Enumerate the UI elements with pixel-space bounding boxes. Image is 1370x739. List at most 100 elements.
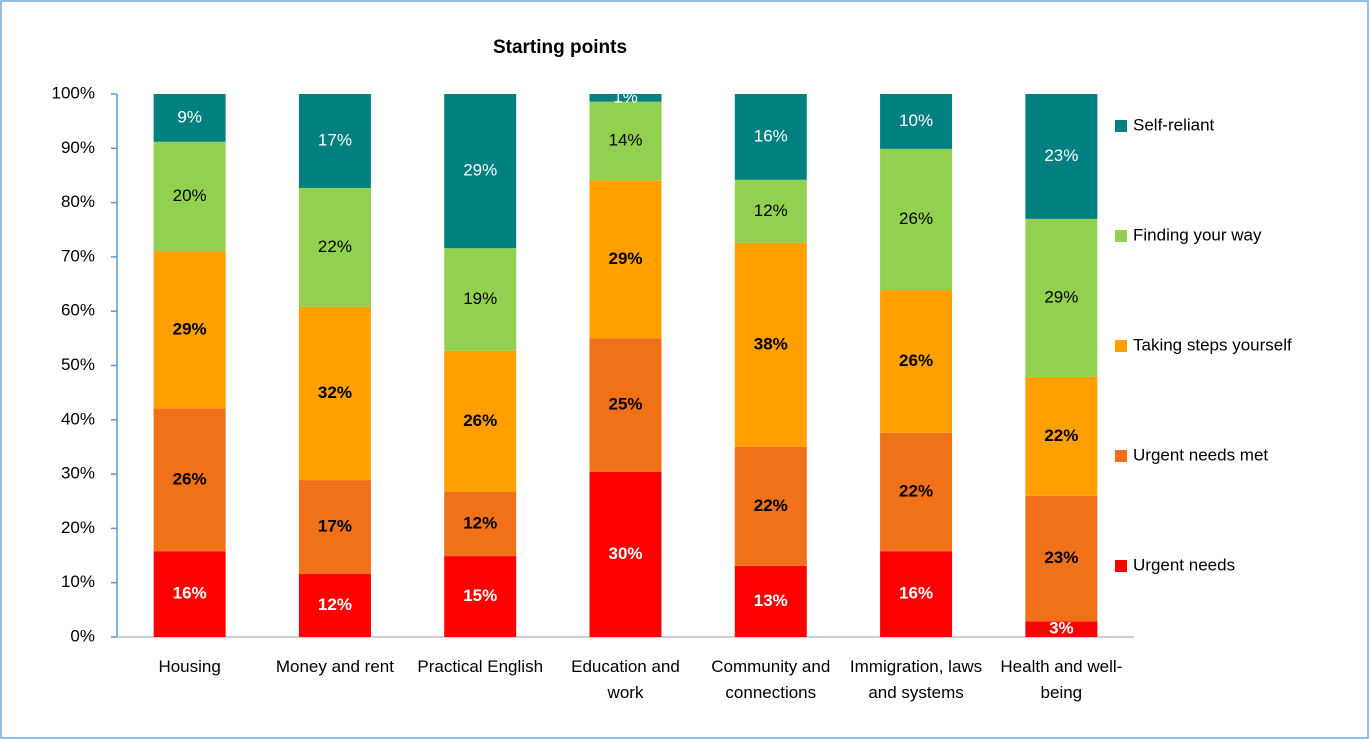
bar-segment bbox=[444, 492, 517, 557]
bar-segment bbox=[880, 432, 953, 552]
y-tick-label: 70% bbox=[61, 246, 95, 265]
data-label: 25% bbox=[608, 395, 642, 414]
data-label: 22% bbox=[318, 237, 352, 256]
y-tick-label: 0% bbox=[70, 626, 95, 645]
data-label: 17% bbox=[318, 517, 352, 536]
bar-segment bbox=[153, 141, 226, 252]
x-tick-label: Immigration, laws and systems bbox=[849, 657, 983, 702]
data-label: 20% bbox=[173, 186, 207, 205]
bar-segment bbox=[153, 551, 226, 637]
bar-segment bbox=[734, 242, 807, 447]
bar-segment bbox=[880, 551, 953, 637]
data-label: 23% bbox=[1044, 146, 1078, 165]
legend-swatch bbox=[1115, 120, 1127, 132]
bar-segment bbox=[444, 350, 517, 493]
bar-segment bbox=[444, 94, 517, 249]
data-label: 9% bbox=[177, 107, 202, 126]
y-tick-label: 100% bbox=[52, 83, 95, 102]
x-tick-label: Housing bbox=[158, 657, 221, 676]
data-label: 23% bbox=[1044, 548, 1078, 567]
data-label: 26% bbox=[899, 351, 933, 370]
bar-segment bbox=[589, 471, 662, 637]
data-label: 22% bbox=[899, 482, 933, 501]
data-label: 26% bbox=[463, 411, 497, 430]
legend-label: Urgent needs met bbox=[1133, 445, 1268, 464]
data-label: 10% bbox=[899, 111, 933, 130]
data-label: 12% bbox=[463, 514, 497, 533]
bar-segment bbox=[1025, 621, 1098, 637]
bar-segment bbox=[589, 101, 662, 181]
bar-segment bbox=[734, 565, 807, 637]
data-label: 38% bbox=[754, 334, 788, 353]
bar-segment bbox=[298, 480, 371, 575]
data-label: 16% bbox=[173, 584, 207, 603]
data-label: 30% bbox=[608, 544, 642, 563]
bar-segment bbox=[1025, 94, 1098, 219]
y-tick-label: 40% bbox=[61, 409, 95, 428]
bar-segment bbox=[298, 187, 371, 307]
data-label: 26% bbox=[173, 469, 207, 488]
data-label: 14% bbox=[608, 130, 642, 149]
y-tick-label: 10% bbox=[61, 572, 95, 591]
legend-label: Self-reliant bbox=[1133, 115, 1215, 134]
bar-segment bbox=[589, 338, 662, 472]
y-tick-label: 50% bbox=[61, 355, 95, 374]
legend-swatch bbox=[1115, 230, 1127, 242]
data-label: 1% bbox=[613, 87, 638, 106]
bar-segment bbox=[880, 148, 953, 291]
y-tick-label: 80% bbox=[61, 192, 95, 211]
data-label: 17% bbox=[318, 130, 352, 149]
data-label: 29% bbox=[173, 319, 207, 338]
y-tick-label: 30% bbox=[61, 464, 95, 483]
y-tick-label: 60% bbox=[61, 301, 95, 320]
data-label: 22% bbox=[1044, 426, 1078, 445]
legend-label: Urgent needs bbox=[1133, 555, 1235, 574]
data-label: 26% bbox=[899, 209, 933, 228]
bar-segment bbox=[444, 556, 517, 637]
chart-title: Starting points bbox=[493, 37, 627, 58]
data-label: 19% bbox=[463, 289, 497, 308]
x-tick-label: Education and work bbox=[571, 657, 680, 702]
x-tick-label: Community and connections bbox=[711, 657, 831, 702]
y-tick-label: 90% bbox=[61, 138, 95, 157]
bar-segment bbox=[1025, 218, 1098, 377]
bar-segment bbox=[734, 94, 807, 180]
bar-segment bbox=[1025, 376, 1098, 496]
bar-segment bbox=[589, 94, 662, 102]
bar-segment bbox=[444, 248, 517, 351]
bar-segment bbox=[298, 574, 371, 637]
x-tick-label: Health and well-being bbox=[1000, 657, 1123, 702]
x-tick-label: Practical English bbox=[417, 657, 544, 676]
bar-segment bbox=[153, 251, 226, 409]
legend-swatch bbox=[1115, 560, 1127, 572]
x-tick-label: Money and rent bbox=[275, 657, 394, 676]
data-label: 29% bbox=[608, 249, 642, 268]
bar-segment bbox=[880, 94, 953, 149]
data-label: 32% bbox=[318, 383, 352, 402]
legend-label: Finding your way bbox=[1133, 225, 1262, 244]
bar-segment bbox=[298, 94, 371, 188]
legend-swatch bbox=[1115, 340, 1127, 352]
data-label: 16% bbox=[899, 584, 933, 603]
legend-swatch bbox=[1115, 450, 1127, 462]
bar-segment bbox=[880, 290, 953, 433]
bar-segment bbox=[734, 446, 807, 566]
data-label: 22% bbox=[754, 496, 788, 515]
data-label: 16% bbox=[754, 126, 788, 145]
bar-segment bbox=[734, 179, 807, 243]
data-label: 3% bbox=[1049, 619, 1074, 638]
data-label: 12% bbox=[318, 595, 352, 614]
bar-segment bbox=[153, 94, 226, 142]
bar-segment bbox=[298, 306, 371, 481]
legend-label: Taking steps yourself bbox=[1133, 335, 1292, 354]
data-label: 12% bbox=[754, 201, 788, 220]
y-tick-label: 20% bbox=[61, 518, 95, 537]
data-label: 29% bbox=[1044, 287, 1078, 306]
data-label: 15% bbox=[463, 586, 497, 605]
data-label: 13% bbox=[754, 591, 788, 610]
bar-segment bbox=[1025, 495, 1098, 622]
data-label: 29% bbox=[463, 161, 497, 180]
